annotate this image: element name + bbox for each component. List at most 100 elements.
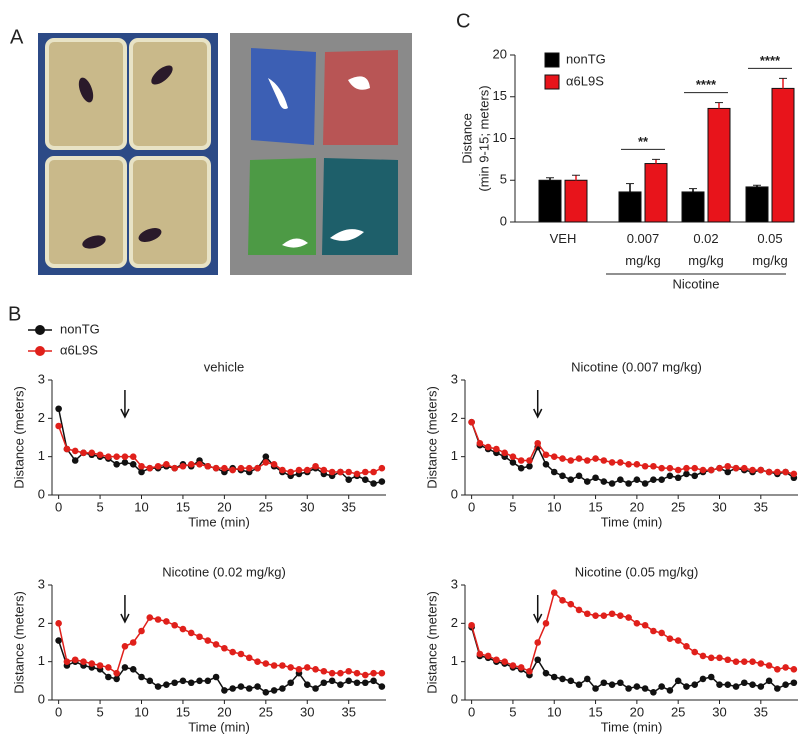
x-tick-label: 0.007 mg/kg [625, 231, 660, 268]
data-point [370, 669, 377, 677]
data-point [212, 464, 220, 472]
data-point [575, 472, 583, 480]
data-point [179, 462, 187, 470]
legend-swatch [544, 74, 560, 90]
data-point [361, 468, 369, 476]
data-point [287, 679, 294, 687]
data-point [608, 459, 616, 466]
data-point [204, 637, 212, 644]
data-point [254, 658, 261, 665]
significance-label: ** [638, 134, 649, 149]
data-point [138, 673, 145, 681]
data-point [493, 445, 500, 453]
legend-marker [35, 346, 45, 356]
data-point [674, 637, 682, 644]
data-point [600, 457, 608, 464]
data-point [320, 667, 328, 675]
y-axis-label: Distance (meters) [424, 591, 439, 694]
x-tick-label: 30 [712, 704, 726, 719]
data-point [345, 667, 353, 675]
data-point [129, 453, 137, 460]
data-point [287, 468, 294, 476]
data-point [699, 675, 707, 683]
data-point [774, 685, 781, 692]
data-point [353, 470, 361, 478]
data-point [625, 685, 632, 692]
x-tick-label: 10 [134, 499, 148, 514]
data-point [254, 683, 261, 690]
data-point [617, 476, 624, 483]
data-point [724, 462, 732, 470]
data-point [691, 464, 699, 472]
y-tick-label: 3 [38, 371, 45, 386]
data-point [699, 652, 707, 660]
y-tick-label: 0 [38, 486, 45, 501]
data-point [658, 476, 665, 483]
data-point [732, 464, 740, 472]
data-point [468, 418, 475, 426]
x-tick-label: 30 [712, 499, 726, 514]
data-point [600, 478, 608, 485]
data-point [517, 464, 525, 472]
data-point [196, 633, 203, 641]
data-point [592, 612, 599, 619]
y-tick-label: 0 [451, 486, 458, 501]
data-point [254, 464, 261, 472]
data-point [765, 662, 773, 669]
data-point [328, 677, 336, 685]
data-point [378, 478, 386, 485]
data-point [658, 464, 665, 472]
data-point [674, 474, 682, 482]
data-point [121, 453, 129, 460]
y-tick-label: 2 [451, 615, 458, 630]
x-tick-label: 20 [217, 704, 231, 719]
data-point [88, 449, 96, 457]
y-tick-label: 3 [38, 576, 45, 591]
data-point [608, 681, 616, 688]
data-point [559, 455, 566, 462]
data-point [625, 480, 632, 487]
x-tick-label: 10 [134, 704, 148, 719]
data-point [129, 461, 137, 468]
x-tick-label: 10 [547, 499, 561, 514]
data-point [542, 451, 550, 459]
series-line [57, 408, 383, 485]
data-point [790, 470, 798, 478]
data-point [370, 480, 377, 487]
data-point [55, 620, 62, 627]
data-point [633, 683, 641, 690]
data-point [154, 616, 162, 623]
data-point [592, 685, 599, 692]
panel-label: C [456, 10, 470, 32]
bar [745, 186, 769, 223]
data-point [509, 459, 517, 466]
group-label: Nicotine [673, 276, 720, 291]
x-tick-label: 0 [55, 704, 62, 719]
data-point [179, 677, 187, 685]
data-point [724, 681, 732, 688]
data-point [96, 451, 104, 459]
x-tick-label: 15 [588, 704, 602, 719]
arrow-head [533, 613, 543, 624]
series-line [57, 616, 382, 676]
data-point [229, 466, 236, 474]
bar [538, 179, 562, 223]
data-point [592, 474, 599, 482]
legend-marker [35, 325, 45, 335]
data-point [790, 679, 798, 687]
data-point [749, 658, 756, 665]
x-tick-label: 15 [588, 499, 602, 514]
x-tick-label: 20 [217, 499, 231, 514]
data-point [633, 461, 641, 468]
significance-label: **** [760, 53, 781, 68]
data-point [55, 405, 62, 413]
legend-label: α6L9S [60, 342, 98, 357]
data-point [683, 683, 690, 690]
data-point [575, 606, 583, 614]
data-point [121, 664, 129, 671]
data-point [361, 679, 369, 687]
x-tick-label: 5 [96, 704, 103, 719]
data-point [716, 654, 723, 662]
data-point [337, 669, 344, 677]
data-point [534, 639, 542, 646]
